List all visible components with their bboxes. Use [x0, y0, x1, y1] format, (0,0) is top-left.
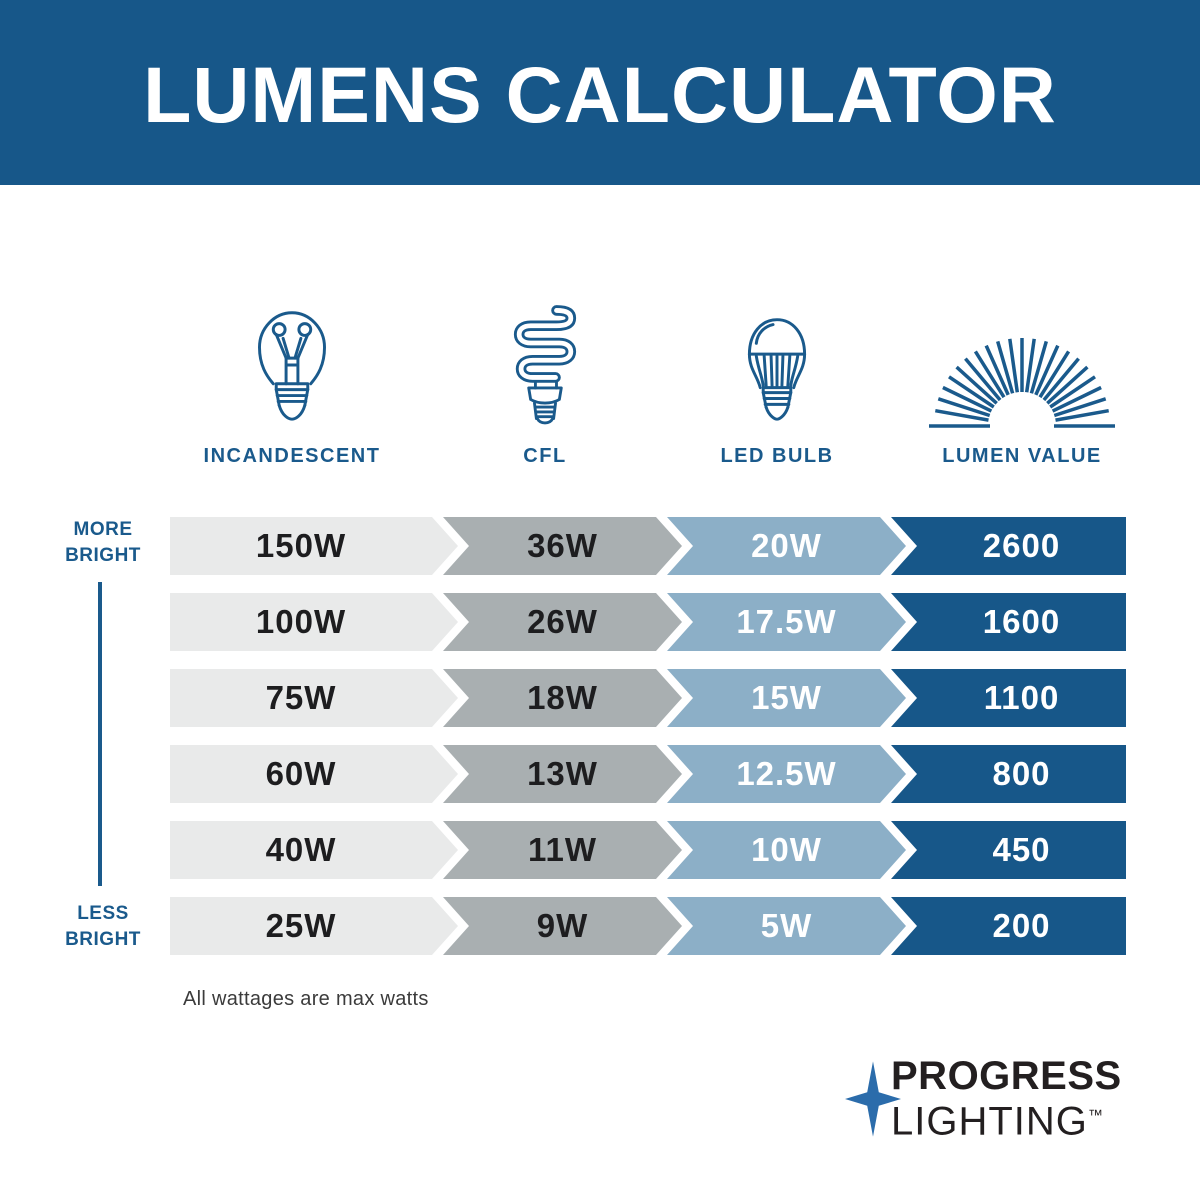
- cell-lumen-value: 800: [891, 745, 1126, 803]
- comparison-table: 150W 36W 20W 2600 100W 26W 17.5W 1600 75W 18W 15W 1…: [0, 517, 1200, 973]
- sunburst-icon: [927, 296, 1117, 432]
- column-header-lumen-value: LUMEN VALUE: [910, 296, 1134, 468]
- logo-progress: PROGRESS: [891, 1054, 1122, 1098]
- trademark-symbol: ™: [1087, 1107, 1103, 1124]
- less-bright-label: LESS BRIGHT: [65, 903, 141, 950]
- logo-lighting: LIGHTING™: [891, 1099, 1103, 1144]
- cell-lumen-value: 1600: [891, 593, 1126, 651]
- column-label-lumen-value: LUMEN VALUE: [942, 445, 1102, 467]
- star-icon: [845, 1061, 901, 1137]
- column-label-cfl: CFL: [523, 445, 567, 467]
- cell-lumen-value: 200: [891, 897, 1126, 955]
- table-row: 40W 11W 10W 450: [0, 821, 1200, 879]
- cell-incandescent: 60W: [170, 745, 458, 803]
- column-label-incandescent: INCANDESCENT: [203, 445, 381, 467]
- table-row: 150W 36W 20W 2600: [0, 517, 1200, 575]
- cell-cfl: 13W: [443, 745, 682, 803]
- cell-cfl: 11W: [443, 821, 682, 879]
- cell-cfl: 36W: [443, 517, 682, 575]
- table-row: 100W 26W 17.5W 1600: [0, 593, 1200, 651]
- column-label-led-bulb: LED BULB: [720, 445, 834, 467]
- progress-lighting-logo: PROGRESS LIGHTING™: [845, 1056, 1122, 1141]
- cell-lumen-value: 2600: [891, 517, 1126, 575]
- header-banner: LUMENS CALCULATOR: [0, 0, 1200, 185]
- logo-text: PROGRESS LIGHTING™: [891, 1056, 1122, 1141]
- cell-led-bulb: 20W: [667, 517, 906, 575]
- cell-incandescent: 25W: [170, 897, 458, 955]
- cell-led-bulb: 10W: [667, 821, 906, 879]
- cell-incandescent: 100W: [170, 593, 458, 651]
- cell-led-bulb: 17.5W: [667, 593, 906, 651]
- cell-lumen-value: 1100: [891, 669, 1126, 727]
- cell-cfl: 26W: [443, 593, 682, 651]
- footnote: All wattages are max watts: [183, 988, 429, 1010]
- cell-incandescent: 75W: [170, 669, 458, 727]
- table-row: 60W 13W 12.5W 800: [0, 745, 1200, 803]
- led-bulb-icon: [727, 296, 827, 432]
- column-header-led-bulb: LED BULB: [665, 296, 889, 468]
- cell-cfl: 9W: [443, 897, 682, 955]
- more-bright-label: MORE BRIGHT: [65, 519, 141, 566]
- cell-lumen-value: 450: [891, 821, 1126, 879]
- table-row: 25W 9W 5W 200: [0, 897, 1200, 955]
- cell-cfl: 18W: [443, 669, 682, 727]
- cell-incandescent: 40W: [170, 821, 458, 879]
- cell-led-bulb: 15W: [667, 669, 906, 727]
- cell-led-bulb: 12.5W: [667, 745, 906, 803]
- cfl-bulb-icon: [499, 296, 591, 432]
- table-row: 75W 18W 15W 1100: [0, 669, 1200, 727]
- column-header-cfl: CFL: [433, 296, 657, 468]
- incandescent-bulb-icon: [240, 296, 344, 432]
- page-title: LUMENS CALCULATOR: [143, 49, 1057, 139]
- cell-led-bulb: 5W: [667, 897, 906, 955]
- cell-incandescent: 150W: [170, 517, 458, 575]
- brightness-scale-line: [98, 582, 102, 886]
- column-header-incandescent: INCANDESCENT: [170, 296, 414, 468]
